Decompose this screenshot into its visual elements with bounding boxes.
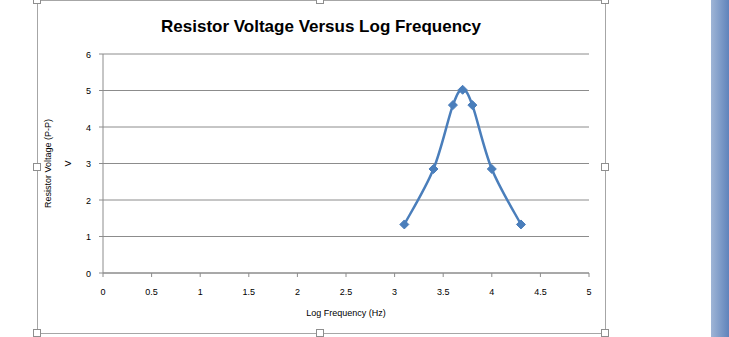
chart-svg: 0 1 2 3 4 5 6 0 0.5 1 1.5 2 2.5 3 3.5 4 4.5 5 Resistor Vol…	[0, 0, 729, 337]
x-tick	[346, 273, 347, 277]
data-point	[448, 101, 457, 110]
x-tick-label: 5	[586, 287, 591, 297]
grid-line	[103, 54, 589, 55]
grid-line	[103, 127, 589, 128]
y-tick-label: 2	[86, 196, 91, 206]
data-point	[516, 220, 525, 229]
window-strip	[711, 0, 729, 337]
x-tick	[443, 273, 444, 277]
frame-handle	[317, 0, 324, 4]
y-tick-label: 0	[86, 269, 91, 279]
y-tick	[99, 236, 103, 237]
x-tick	[589, 273, 590, 277]
x-tick-label: 2	[295, 287, 300, 297]
data-point	[429, 164, 438, 173]
data-point	[400, 220, 409, 229]
x-tick-label: 0	[100, 287, 105, 297]
x-tick-label: 2.5	[340, 287, 353, 297]
y-tick-label: 5	[86, 86, 91, 96]
y-tick-label: 6	[86, 50, 91, 60]
grid-line	[103, 200, 589, 201]
y-tick-label: 1	[86, 232, 91, 242]
x-tick	[200, 273, 201, 277]
chart-frame	[38, 1, 606, 334]
x-tick-label: 1	[198, 287, 203, 297]
data-point	[458, 85, 467, 94]
x-tick-label: 4.5	[534, 287, 547, 297]
y-tick	[99, 163, 103, 164]
y-tick	[99, 127, 103, 128]
data-point	[468, 101, 477, 110]
x-tick	[540, 273, 541, 277]
chart-title: Resistor Voltage Versus Log Frequency	[161, 17, 481, 36]
data-line	[404, 90, 521, 225]
frame-handle	[317, 330, 324, 337]
frame-handle	[602, 164, 609, 171]
x-tick-label: 4	[489, 287, 494, 297]
y-axis	[103, 54, 104, 273]
y-tick-label: 4	[86, 123, 91, 133]
frame-handle	[602, 0, 609, 4]
grid-line	[103, 163, 589, 164]
x-tick	[103, 273, 104, 277]
x-tick-label: 1.5	[243, 287, 256, 297]
y-tick	[99, 90, 103, 91]
frame-handle	[602, 330, 609, 337]
x-tick	[394, 273, 395, 277]
y-tick	[99, 273, 103, 274]
y-tick	[99, 54, 103, 55]
x-tick	[491, 273, 492, 277]
y-tick-label: 3	[86, 159, 91, 169]
x-tick	[151, 273, 152, 277]
x-axis-label: Log Frequency (Hz)	[306, 308, 386, 318]
y-tick	[99, 200, 103, 201]
x-tick	[297, 273, 298, 277]
frame-handle	[34, 164, 41, 171]
y-axis-label: V	[63, 160, 73, 166]
x-tick-label: 3	[392, 287, 397, 297]
frame-handle	[34, 0, 41, 4]
frame-handle	[34, 330, 41, 337]
y-axis-label: Resistor Voltage (P-P)	[43, 119, 53, 208]
data-point	[487, 164, 496, 173]
x-tick-label: 0.5	[145, 287, 158, 297]
x-tick-label: 3.5	[437, 287, 450, 297]
grid-line	[103, 236, 589, 237]
grid-line	[103, 90, 589, 91]
x-tick	[248, 273, 249, 277]
plot-area	[400, 85, 526, 229]
